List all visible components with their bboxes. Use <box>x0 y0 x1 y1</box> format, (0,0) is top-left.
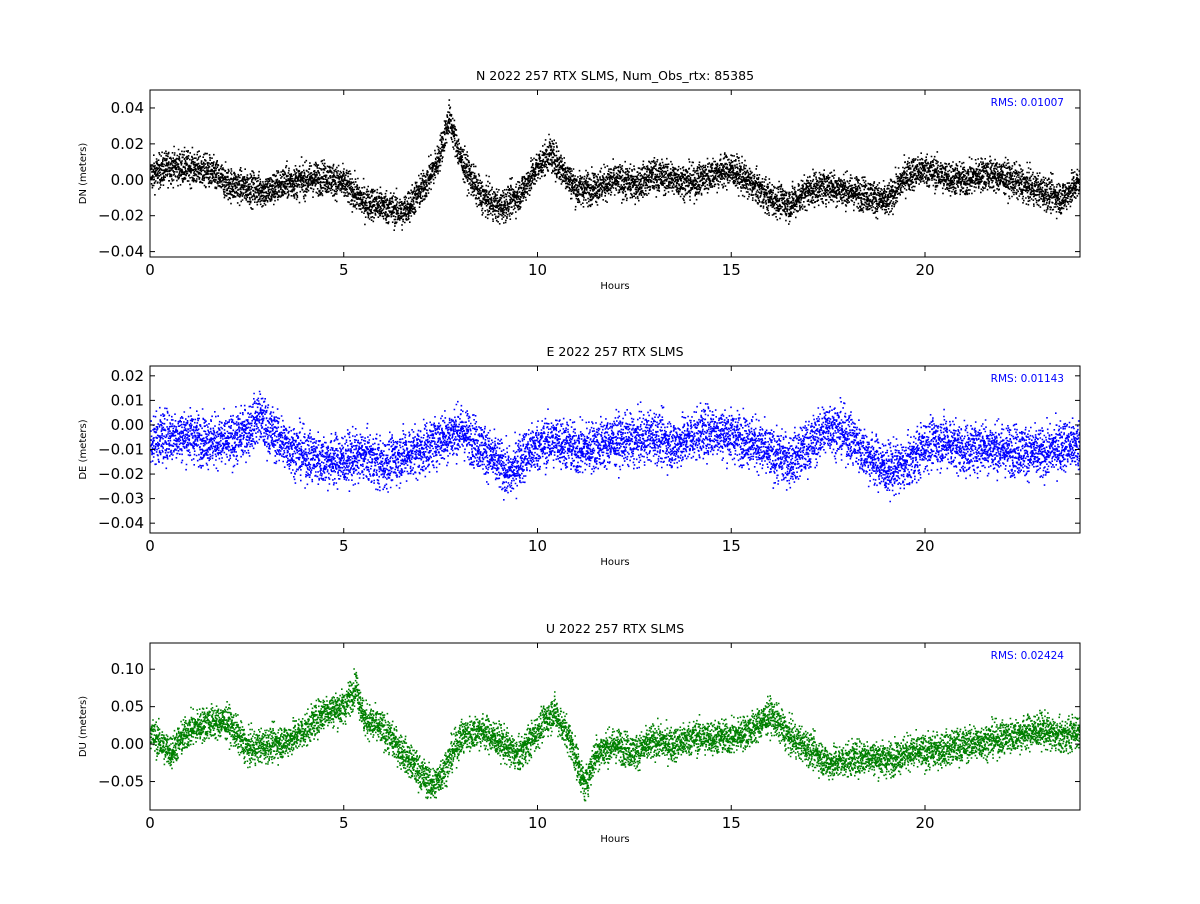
x-tick-label: 20 <box>915 814 934 832</box>
data-points <box>150 668 1080 802</box>
x-tick-label: 0 <box>145 537 155 555</box>
x-tick-label: 15 <box>722 537 741 555</box>
y-tick-label: 0.02 <box>111 135 144 153</box>
panel-title: N 2022 257 RTX SLMS, Num_Obs_rtx: 85385 <box>476 68 754 83</box>
panel-dn: N 2022 257 RTX SLMS, Num_Obs_rtx: 85385 0… <box>78 68 1081 292</box>
y-tick-label: 0.01 <box>111 391 144 409</box>
panel-du: U 2022 257 RTX SLMS 0 5 10 15 20 0.10 0.05 0.00 −… <box>78 621 1081 845</box>
rms-annotation: RMS: 0.01007 <box>991 97 1064 109</box>
rms-annotation: RMS: 0.01143 <box>991 373 1064 385</box>
y-tick-label: 0.05 <box>111 698 144 716</box>
x-tick-label: 10 <box>528 261 547 279</box>
y-tick-label: −0.05 <box>98 773 144 791</box>
y-axis-label: DE (meters) <box>78 419 89 479</box>
panel-title: U 2022 257 RTX SLMS <box>546 621 684 636</box>
y-tick-label: −0.03 <box>98 490 144 508</box>
x-axis-label: Hours <box>600 557 629 568</box>
series-points <box>150 390 1080 503</box>
series-points <box>150 668 1080 802</box>
y-tick-label: 0.00 <box>111 416 144 434</box>
x-tick-label: 0 <box>145 814 155 832</box>
x-axis-label: Hours <box>600 834 629 845</box>
y-tick-label: −0.02 <box>98 207 144 225</box>
x-tick-label: 5 <box>339 537 349 555</box>
rms-annotation: RMS: 0.02424 <box>991 650 1065 662</box>
y-tick-label: 0.00 <box>111 171 144 189</box>
x-tick-label: 15 <box>722 814 741 832</box>
panel-de: E 2022 257 RTX SLMS 0 5 10 15 20 0.02 0.01 0.00 −… <box>78 344 1081 568</box>
y-tick-label: −0.04 <box>98 243 144 261</box>
series-points <box>150 99 1080 231</box>
y-axis-label: DN (meters) <box>78 143 89 205</box>
x-tick-label: 15 <box>722 261 741 279</box>
x-axis-label: Hours <box>600 281 629 292</box>
x-tick-label: 10 <box>528 814 547 832</box>
x-tick-label: 0 <box>145 261 155 279</box>
y-axis-label: DU (meters) <box>78 696 89 757</box>
x-tick-label: 5 <box>339 261 349 279</box>
panel-title: E 2022 257 RTX SLMS <box>546 344 683 359</box>
y-tick-label: 0.00 <box>111 735 144 753</box>
y-tick-label: −0.02 <box>98 465 144 483</box>
y-tick-label: 0.10 <box>111 660 144 678</box>
x-tick-label: 20 <box>915 261 934 279</box>
y-tick-label: 0.02 <box>111 367 144 385</box>
data-points <box>150 99 1080 231</box>
axes-frame <box>149 89 1081 258</box>
x-tick-label: 5 <box>339 814 349 832</box>
data-points <box>150 390 1080 503</box>
x-tick-label: 20 <box>915 537 934 555</box>
y-tick-label: −0.01 <box>98 441 144 459</box>
axes-frame <box>149 642 1081 811</box>
y-tick-label: −0.04 <box>98 514 144 532</box>
y-tick-label: 0.04 <box>111 99 144 117</box>
x-tick-label: 10 <box>528 537 547 555</box>
